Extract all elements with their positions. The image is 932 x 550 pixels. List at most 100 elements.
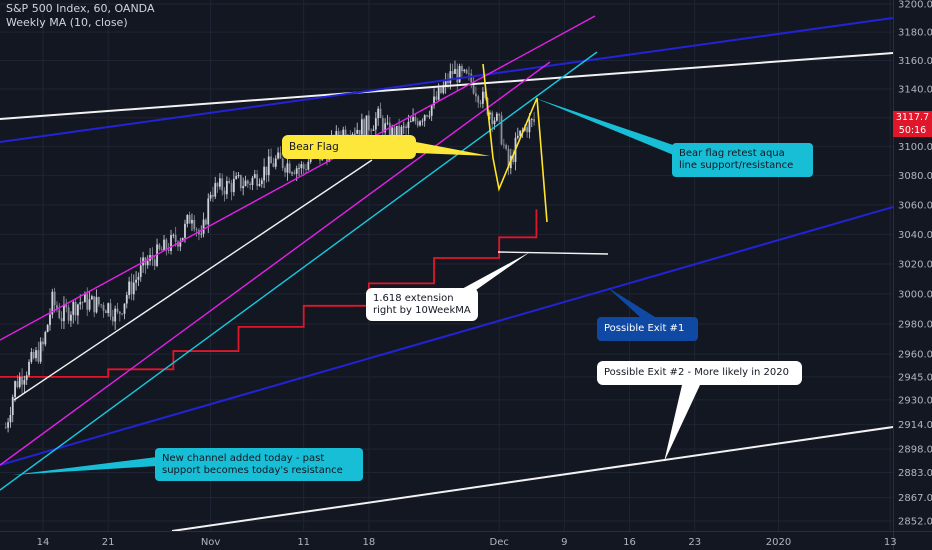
- candle-body: [295, 168, 298, 174]
- candle-body: [277, 152, 279, 159]
- candle-body: [423, 115, 426, 121]
- last-price-tag: 3117.7: [893, 111, 932, 124]
- time-tick-label: 2020: [766, 537, 791, 548]
- candle-body: [205, 219, 207, 225]
- time-tick-label: 18: [362, 537, 375, 548]
- candle-body: [372, 129, 375, 131]
- time-axis[interactable]: 14 21 Nov 11 18 Dec 9 16 23 2020 13: [0, 531, 932, 549]
- time-tick-label: 23: [688, 537, 701, 548]
- candle-body: [4, 427, 7, 429]
- note-new-channel[interactable]: New channel added today - past support b…: [155, 448, 363, 481]
- candle-body: [207, 198, 210, 225]
- note-extension[interactable]: 1.618 extension right by 10WeekMA: [366, 288, 478, 321]
- candle-body: [28, 361, 30, 376]
- candle-body: [11, 397, 14, 416]
- candle-body: [377, 108, 380, 119]
- upper-blue-channel-line: [0, 17, 894, 143]
- candle-body: [146, 260, 149, 266]
- white-inner-channel-line: [13, 159, 373, 401]
- candle-body: [77, 304, 79, 316]
- time-tick-label: 14: [37, 537, 50, 548]
- candle-body: [412, 116, 414, 122]
- candle-body: [426, 115, 428, 117]
- price-tick-label: 2867.0: [898, 493, 932, 504]
- candle-body: [398, 125, 401, 138]
- candle-body: [463, 69, 466, 72]
- price-tick-label: 3100.0: [898, 142, 932, 153]
- candle-body: [344, 129, 347, 140]
- candle-body: [468, 73, 470, 75]
- candle-body: [258, 183, 261, 186]
- candle-body: [498, 113, 501, 116]
- candle-body: [414, 116, 417, 122]
- candle-body: [232, 178, 235, 193]
- candle-body: [356, 129, 359, 134]
- candle-body: [435, 96, 438, 100]
- price-tick-label: 3160.0: [898, 56, 932, 67]
- candle-body: [214, 183, 217, 197]
- lower-magenta-channel-line: [0, 61, 551, 466]
- candle-body: [251, 177, 254, 186]
- candle-body: [30, 351, 33, 362]
- candle-body: [9, 415, 12, 423]
- price-tick-label: 2945.0: [898, 372, 932, 383]
- candle-body: [302, 164, 305, 170]
- candle-body: [253, 174, 256, 178]
- candle-body: [174, 234, 177, 242]
- note-bear-flag[interactable]: Bear Flag: [282, 135, 416, 159]
- candle-body: [456, 69, 459, 83]
- candle-body: [123, 303, 126, 314]
- candle-body: [228, 181, 231, 184]
- candle-body: [298, 167, 300, 169]
- candle-body: [128, 281, 131, 296]
- weekly-ma-path: [0, 209, 538, 378]
- candle-body: [430, 105, 433, 116]
- candle-body: [407, 122, 410, 128]
- candle-body: [74, 301, 77, 316]
- candle-body: [116, 308, 119, 312]
- candle-body: [97, 296, 100, 305]
- candle-body: [60, 318, 63, 322]
- candle-body: [49, 314, 51, 325]
- candle-body: [309, 157, 312, 162]
- candle-body: [288, 163, 291, 174]
- price-tick-label: 3040.0: [898, 230, 932, 241]
- candle-body: [440, 87, 442, 93]
- candle-body: [395, 125, 398, 140]
- candle-body: [416, 121, 419, 126]
- candle-body: [121, 313, 124, 315]
- time-tick-label: Nov: [201, 537, 221, 548]
- candle-body: [160, 249, 163, 251]
- candle-body: [428, 115, 431, 117]
- note-bear-flag-retest[interactable]: Bear flag retest aqua line support/resis…: [672, 143, 813, 177]
- candle-body: [458, 65, 461, 83]
- candle-body: [284, 168, 286, 173]
- candle-body: [437, 87, 440, 100]
- candle-body: [25, 375, 28, 380]
- lower-blue-channel-line: [0, 206, 894, 466]
- candle-body: [477, 96, 480, 103]
- candle-body: [384, 123, 387, 133]
- candle-body: [291, 172, 293, 174]
- candle-body: [102, 304, 105, 311]
- note-possible-exit-2[interactable]: Possible Exit #2 - More likely in 2020: [597, 361, 802, 385]
- candle-body: [526, 127, 529, 133]
- note-possible-exit-1[interactable]: Possible Exit #1: [597, 317, 698, 341]
- candle-body: [88, 299, 91, 310]
- candle-body: [14, 381, 16, 398]
- candle-body: [81, 302, 84, 304]
- candle-body: [370, 130, 373, 132]
- candle-body: [447, 78, 449, 84]
- candle-body: [188, 215, 191, 224]
- candle-body: [421, 120, 424, 122]
- chart-title: S&P 500 Index, 60, OANDA: [6, 2, 155, 15]
- candle-body: [272, 163, 275, 167]
- candle-body: [507, 148, 510, 169]
- candle-body: [132, 282, 135, 295]
- candle-body: [381, 117, 384, 133]
- time-tick-label: Dec: [490, 537, 509, 548]
- trend-lines: [0, 15, 894, 532]
- candles: [4, 60, 536, 433]
- candle-body: [342, 129, 345, 139]
